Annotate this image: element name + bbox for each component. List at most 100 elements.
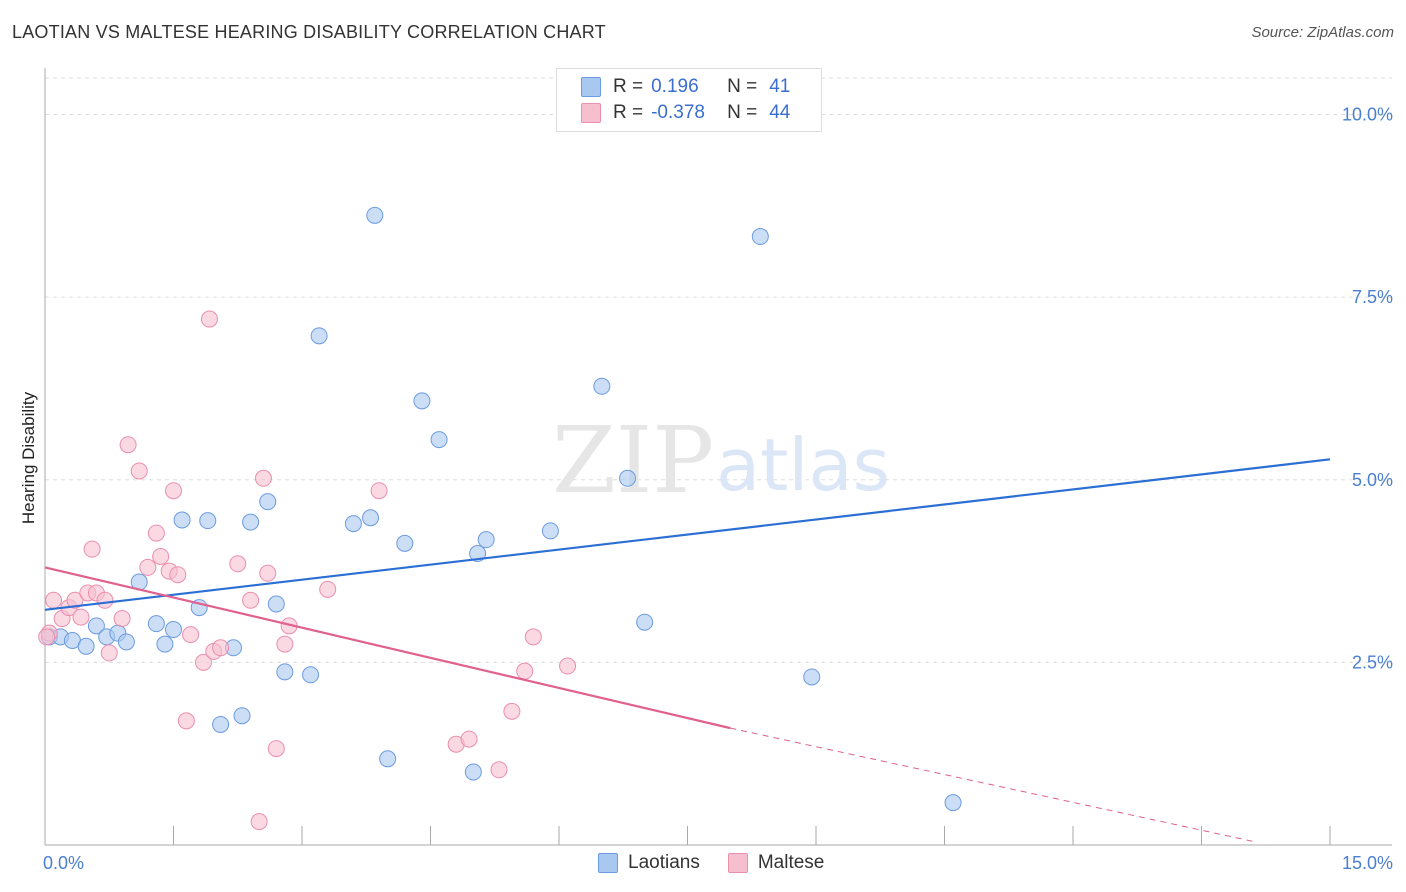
n-label: N = (727, 76, 758, 97)
maltese-point (130, 462, 148, 480)
y-axis-label: Hearing Disability (19, 391, 38, 524)
maltese-point (182, 626, 200, 644)
r-value-laotians: 0.196 (651, 76, 699, 97)
maltese-point (267, 740, 285, 758)
laotians-swatch (581, 77, 601, 97)
r-label: R = (613, 102, 644, 123)
maltese-point (259, 564, 277, 582)
laotian-point (77, 637, 95, 655)
maltese-point (165, 482, 182, 500)
maltese-point (524, 628, 542, 646)
laotian-point (803, 668, 821, 686)
y-tick-label: 2.5% (1352, 652, 1393, 672)
laotian-point (267, 595, 285, 613)
maltese-swatch (727, 853, 748, 873)
maltese-trend-extension (730, 727, 1254, 842)
legend-label-laotians: Laotians (628, 852, 700, 873)
maltese-point (194, 653, 212, 671)
maltese-point (276, 635, 294, 653)
laotian-point (233, 707, 251, 725)
maltese-point (113, 610, 131, 628)
maltese-point (516, 662, 534, 680)
laotian-point (396, 534, 414, 552)
legend-row-maltese: R = -0.378 N = 44 (581, 101, 791, 125)
x-tick-label: 0.0% (43, 853, 84, 873)
y-tick-label: 10.0% (1342, 105, 1393, 125)
n-value-maltese: 44 (769, 102, 791, 123)
maltese-point (229, 555, 247, 573)
laotian-point (302, 666, 320, 684)
watermark-zip: ZIP (552, 407, 714, 514)
maltese-point (72, 608, 90, 626)
maltese-point (460, 730, 478, 748)
label-layer: 2.5% 5.0% 7.5% 10.0% 0.0% 15.0% Hearing Disabi… (19, 105, 1393, 873)
source-label: Source: ZipAtlas.com (1251, 24, 1394, 41)
maltese-point (100, 644, 118, 662)
series-legend: Laotians Maltese (598, 852, 852, 874)
axes-layer (44, 68, 1392, 846)
laotian-point (477, 531, 495, 549)
maltese-point (177, 712, 195, 730)
laotian-point (310, 327, 328, 345)
laotian-point (117, 633, 135, 651)
laotian-point (469, 545, 487, 563)
laotian-point (242, 513, 260, 531)
maltese-point (147, 524, 165, 542)
n-value-laotians: 41 (769, 76, 791, 97)
maltese-point (319, 580, 337, 598)
y-tick-label: 7.5% (1352, 287, 1393, 307)
maltese-point (38, 628, 56, 646)
maltese-point (119, 436, 137, 454)
laotian-point (165, 621, 182, 639)
laotian-trend-line (44, 458, 1331, 611)
laotian-point (593, 377, 611, 395)
laotian-point (379, 750, 397, 768)
laotian-point (276, 663, 294, 681)
maltese-trend-line (44, 566, 731, 730)
maltese-swatch (581, 103, 601, 123)
laotian-point (147, 615, 165, 633)
laotian-point (944, 794, 962, 812)
legend-item-maltese: Maltese (727, 852, 825, 874)
laotian-point (87, 617, 105, 635)
laotian-point (430, 431, 448, 449)
chart-title: LAOTIAN VS MALTESE HEARING DISABILITY CO… (12, 22, 606, 42)
maltese-point (370, 482, 388, 500)
maltese-point (96, 591, 114, 609)
legend-label-maltese: Maltese (757, 852, 825, 873)
maltese-point (152, 547, 170, 565)
laotian-point (619, 469, 637, 487)
maltese-point (66, 591, 84, 609)
maltese-point (200, 310, 218, 328)
r-label: R = (613, 76, 644, 97)
maltese-point (212, 639, 230, 657)
maltese-point (254, 469, 272, 487)
maltese-point (490, 761, 508, 779)
laotian-point (156, 635, 174, 653)
watermark-atlas: atlas (716, 423, 890, 507)
maltese-point (169, 566, 187, 584)
maltese-point (242, 591, 260, 609)
maltese-point (250, 813, 268, 831)
maltese-point (503, 702, 521, 720)
laotian-point (199, 512, 217, 530)
laotian-point (464, 763, 482, 781)
r-value-maltese: -0.378 (651, 102, 705, 123)
laotian-point (751, 228, 769, 246)
laotian-point (259, 493, 277, 511)
maltese-point (83, 540, 101, 558)
grid-layer (45, 77, 1392, 663)
laotian-point (413, 392, 431, 410)
maltese-point (139, 558, 157, 576)
y-tick-label: 5.0% (1352, 470, 1393, 490)
maltese-point (45, 591, 63, 609)
laotian-point (366, 206, 384, 224)
correlation-legend: R = 0.196 N = 41 R = -0.378 N = 44 (556, 68, 822, 132)
points-layer (38, 206, 962, 831)
laotian-point (212, 715, 230, 733)
x-tick-label: 15.0% (1342, 853, 1393, 873)
legend-item-laotians: Laotians (598, 852, 700, 874)
trend-layer (44, 458, 1331, 842)
n-label: N = (727, 102, 758, 123)
